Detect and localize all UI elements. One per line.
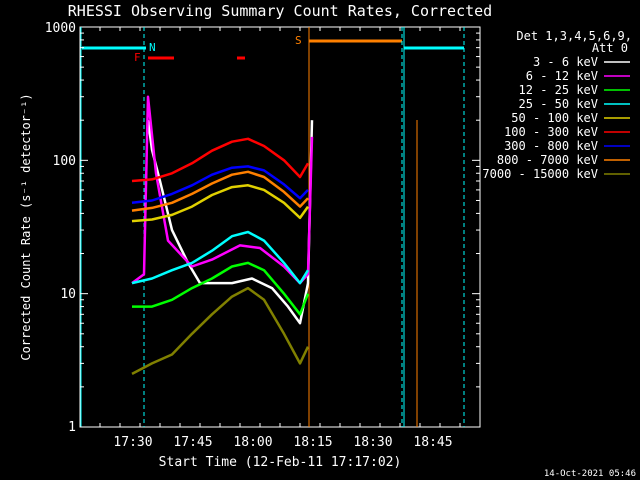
y-tick-label-1: 1: [68, 420, 76, 435]
plot-area: [79, 26, 481, 428]
series-line-3-6-kev: [146, 120, 314, 325]
legend-label: 6 - 12 keV: [526, 69, 598, 83]
series-line-7000-15000-kev: [131, 286, 310, 376]
flag-bars: F N S: [80, 27, 465, 427]
x-tick-label-1845: 18:45: [413, 435, 452, 450]
flag-label-f: F: [134, 51, 141, 64]
series-line-12-25-kev: [132, 261, 310, 316]
x-tick-label-1815: 18:15: [293, 435, 332, 450]
flag-label-n: N: [149, 41, 156, 54]
x-tick-label-1830: 18:30: [353, 435, 392, 450]
legend-label: 100 - 300 keV: [504, 125, 598, 139]
series-line-300-800-kev: [131, 165, 309, 205]
flag-label-s: S: [295, 34, 302, 47]
y-tick-label-10: 10: [60, 287, 76, 302]
y-axis-label: Corrected Count Rate (s⁻¹ detector⁻¹): [19, 93, 33, 360]
legend-label: 12 - 25 keV: [519, 83, 598, 97]
legend-label: 25 - 50 keV: [519, 97, 598, 111]
y-tick-label-1000: 1000: [45, 21, 76, 36]
footer-date: 14-Oct-2021 05:46: [544, 469, 636, 479]
legend-header-line-1: Det 1,3,4,5,6,9,: [516, 29, 632, 43]
legend-label: 50 - 100 keV: [511, 111, 598, 125]
series-layer: [131, 95, 314, 376]
series-line-50-100-kev: [131, 184, 310, 223]
series-line-100-300-kev: [131, 137, 310, 183]
x-tick-label-1800: 18:00: [233, 435, 272, 450]
legend-label: 300 - 800 keV: [504, 139, 598, 153]
legend-header-line-2: Att 0: [592, 41, 628, 55]
x-tick-label-1745: 17:45: [173, 435, 212, 450]
x-axis-label: Start Time (12-Feb-11 17:17:02): [159, 455, 402, 470]
y-tick-label-100: 100: [53, 154, 76, 169]
x-tick-label-1730: 17:30: [113, 435, 152, 450]
legend-label: 3 - 6 keV: [533, 55, 598, 69]
chart-title: RHESSI Observing Summary Count Rates, Co…: [68, 2, 492, 20]
legend-label: 800 - 7000 keV: [497, 153, 598, 167]
legend-label: 7000 - 15000 keV: [482, 167, 598, 181]
series-line-800-7000-kev: [131, 170, 309, 212]
series-line-25-50-kev: [131, 230, 310, 285]
